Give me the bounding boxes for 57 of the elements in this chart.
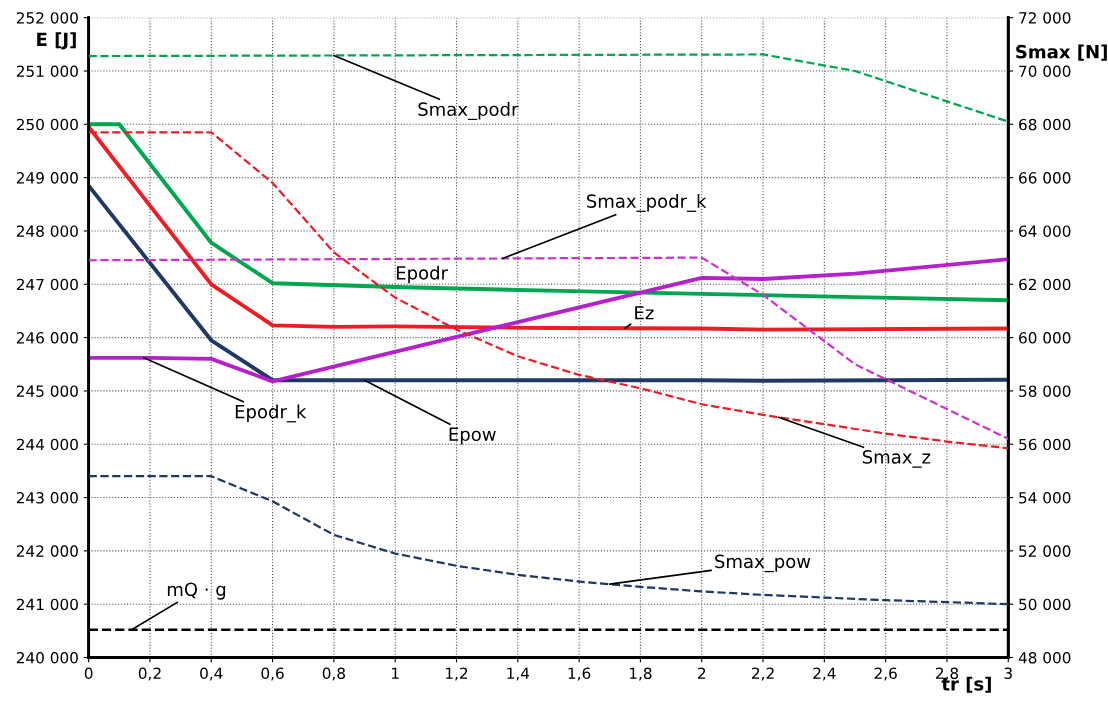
x-tick-label: 2 (697, 667, 706, 679)
y-tick-label: 245 000 (16, 385, 78, 397)
y-tick-label: 246 000 (16, 332, 78, 344)
x-tick-label: 0,2 (138, 667, 161, 681)
x-tick-label: 1,8 (629, 667, 652, 681)
text: Smax_podr (418, 102, 519, 121)
x-tick-label: 1,4 (507, 667, 530, 681)
y2-tick-label: 66 000 (1019, 172, 1071, 184)
x-tick-label: 3 (1004, 667, 1012, 680)
line-series (88, 475, 1009, 606)
series-label: Epodr (396, 265, 448, 284)
y2-tick-label: 60 000 (1019, 332, 1071, 344)
series-label: Epodr_k (235, 404, 307, 423)
x-tick-label: 2,6 (874, 667, 897, 681)
ref-line-label: mQ · g (167, 582, 226, 600)
y-tick-label: 241 000 (16, 598, 78, 611)
y-tick-label: 242 000 (16, 545, 78, 557)
series-label: Smax_pow (715, 554, 811, 573)
y-tick-label: 251 000 (16, 65, 78, 78)
text: Smax_podr_k (587, 193, 707, 212)
line-series (88, 183, 1009, 383)
y2-tick-label: 72 000 (1019, 12, 1071, 24)
y-tick-label: 244 000 (16, 438, 78, 451)
y-tick-label: 252 000 (16, 12, 78, 24)
y-tick-label: 248 000 (16, 225, 78, 237)
y2-tick-label: 54 000 (1019, 492, 1071, 504)
y2-tick-label: 70 000 (1019, 65, 1071, 78)
y2-tick-label: 68 000 (1019, 118, 1071, 131)
y2-tick-label: 50 000 (1019, 598, 1071, 611)
y2-axis-title: Smax [N] (1016, 44, 1107, 61)
y-tick-label: 240 000 (16, 651, 78, 664)
text: Epow (449, 427, 496, 445)
y2-tick-label: 58 000 (1019, 385, 1071, 397)
x-tick-label: 1,2 (446, 667, 468, 681)
y2-tick-label: 56 000 (1019, 438, 1071, 451)
x-tick-label: 1 (392, 667, 399, 679)
series-label: Smax_z (862, 450, 931, 468)
x-tick-label: 0,8 (322, 667, 345, 681)
y2-tick-label: 48 000 (1018, 651, 1071, 664)
y-tick-label: 250 000 (16, 118, 78, 131)
x-tick-label: 0 (84, 667, 93, 680)
x-tick-label: 0,4 (200, 667, 223, 681)
y-tick-label: 249 000 (16, 172, 78, 184)
x-tick-label: 0,6 (261, 667, 284, 681)
line-series (88, 122, 1009, 303)
x-tick-label: 2,4 (813, 667, 836, 681)
x-tick-label: 1,6 (568, 667, 591, 681)
y2-tick-label: 62 000 (1019, 278, 1071, 291)
series-label: Ez (635, 306, 654, 320)
y-tick-label: 243 000 (16, 492, 78, 504)
y2-tick-label: 52 000 (1019, 545, 1071, 557)
y-tick-label: 247 000 (16, 278, 78, 291)
y2-tick-label: 64 000 (1019, 225, 1071, 237)
y-axis-title: E [J] (37, 32, 76, 50)
line-series (88, 53, 1009, 123)
line-series (88, 257, 1009, 384)
x-tick-label: 2,2 (752, 667, 774, 681)
